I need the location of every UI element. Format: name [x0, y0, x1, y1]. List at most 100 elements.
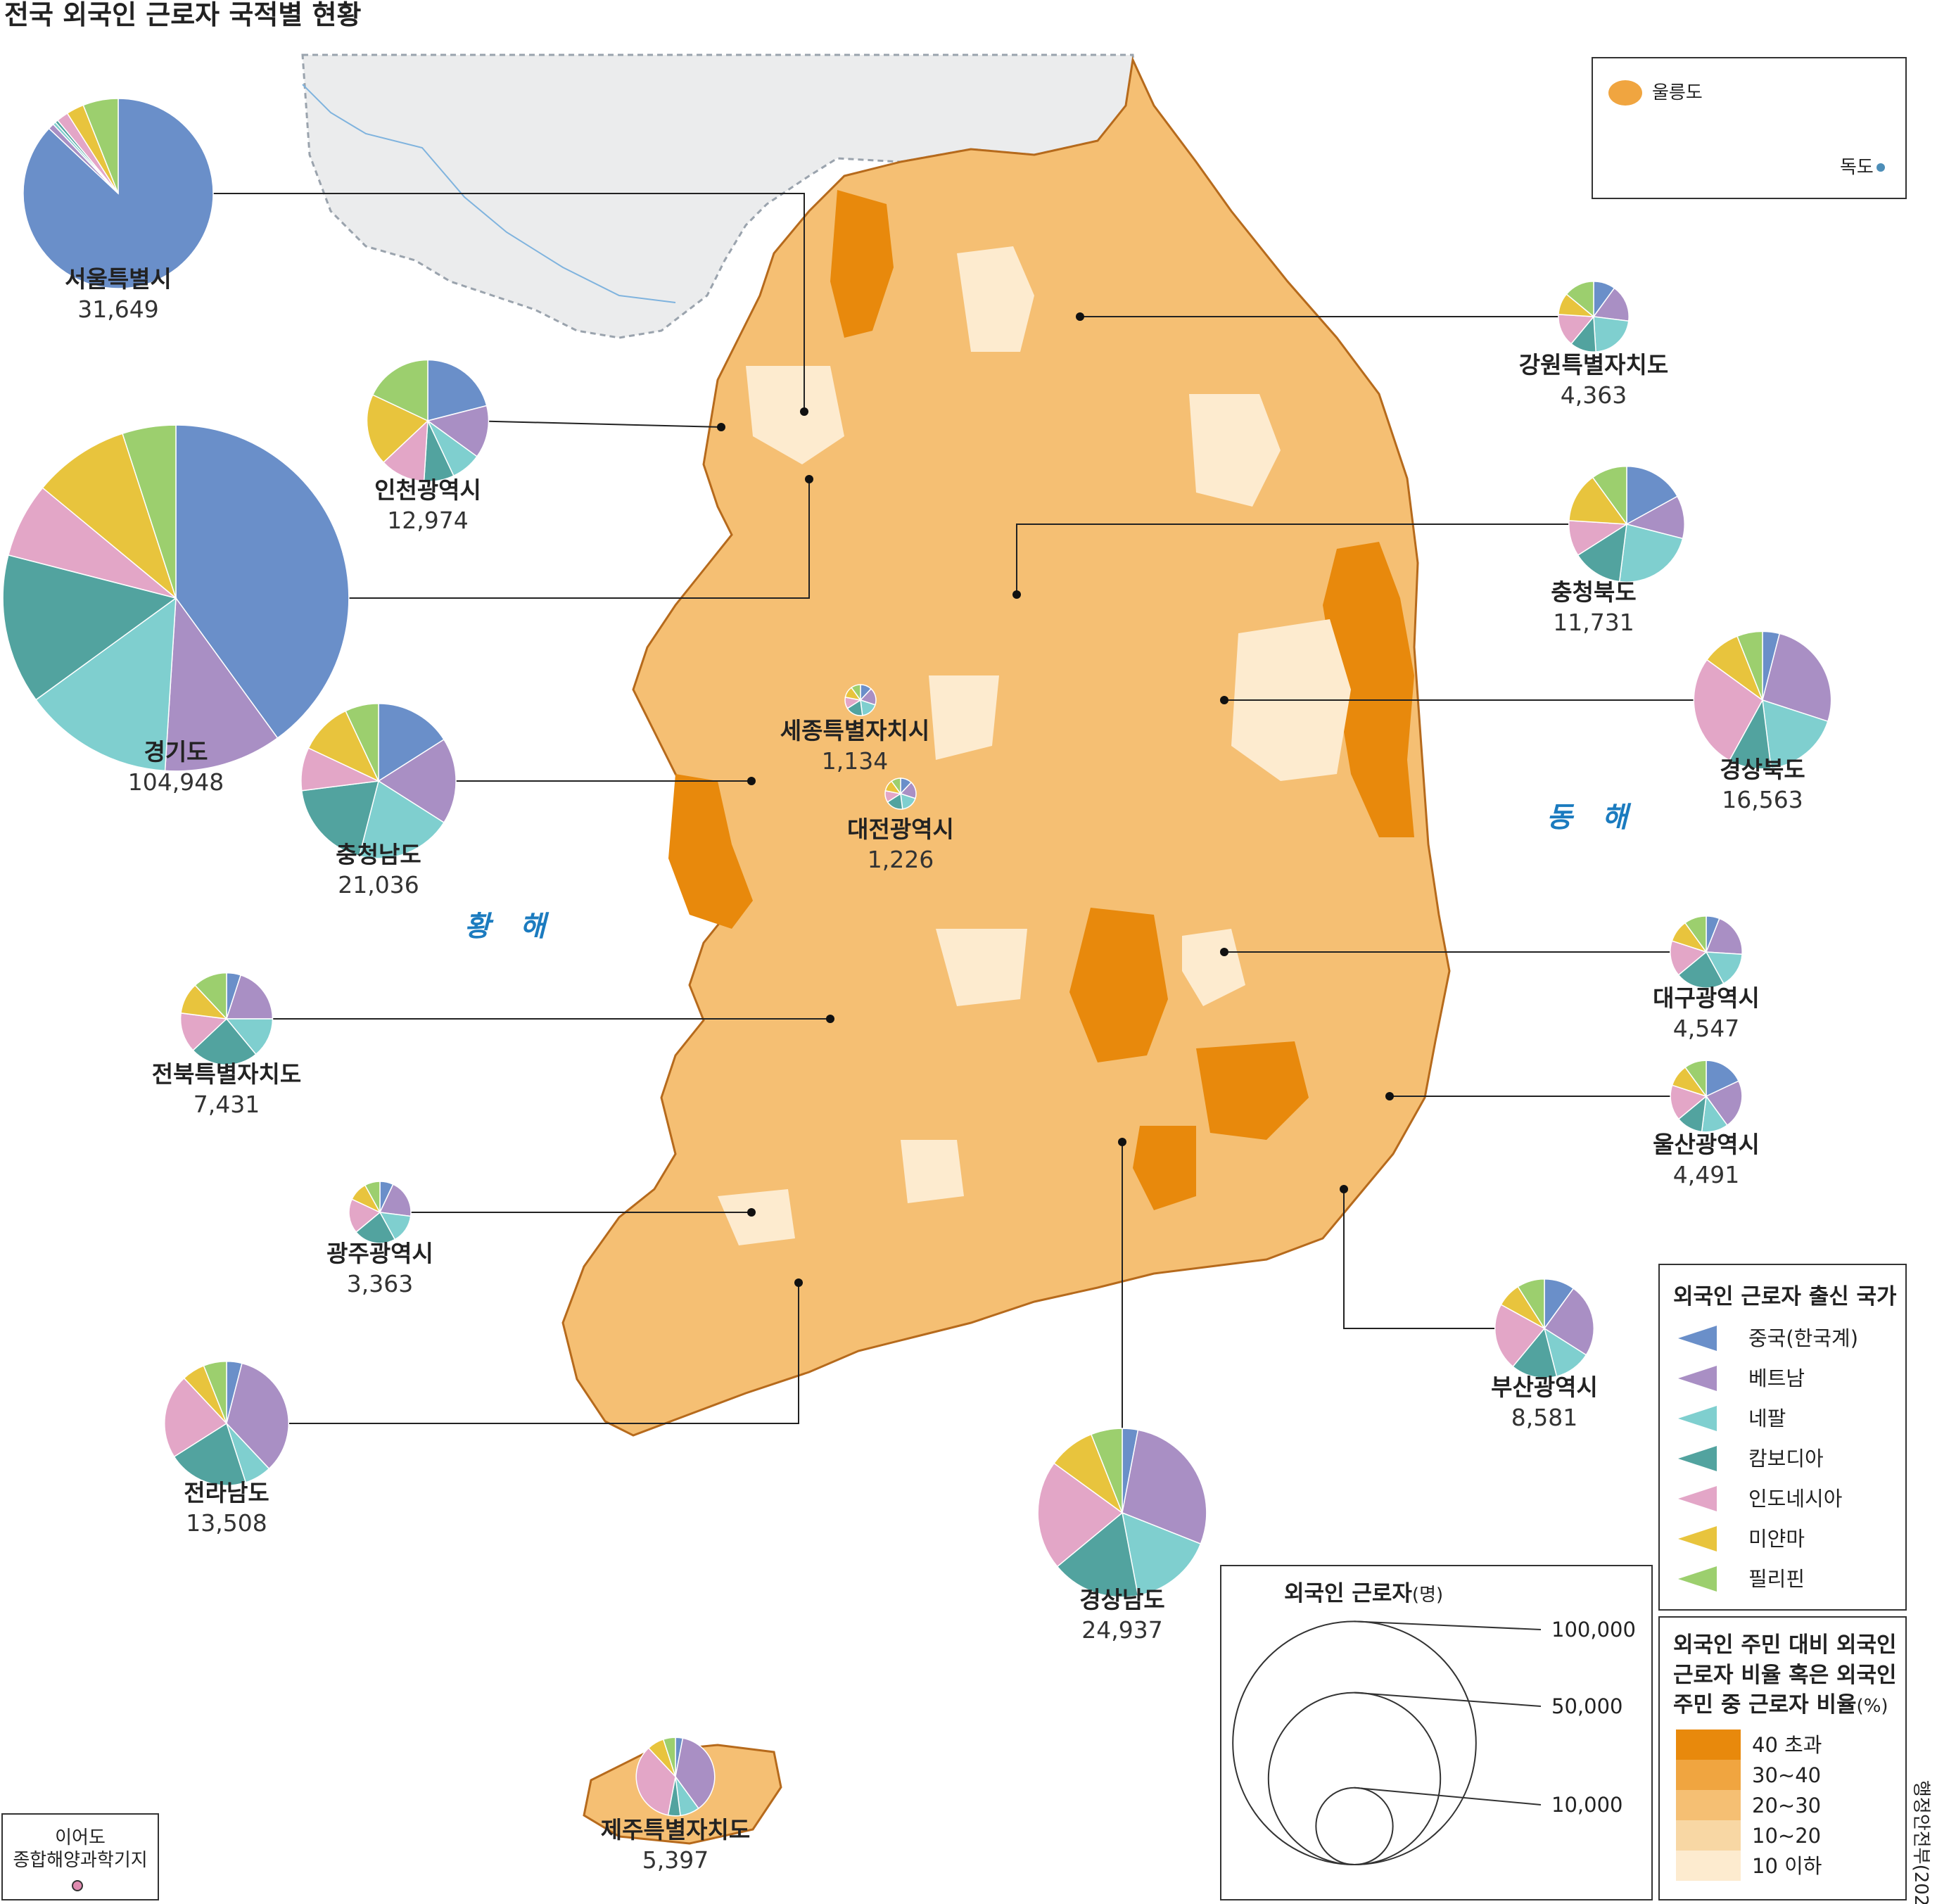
region-name: 경상북도	[1720, 756, 1805, 783]
ulleungdo-label: 울릉도	[1652, 82, 1703, 103]
ratio-patch-east-coast-gt40	[1323, 542, 1414, 837]
region-value: 3,363	[347, 1270, 413, 1297]
leader-dot	[826, 1015, 834, 1023]
ratio-patch-north-gt40	[830, 190, 894, 338]
nationality-label: 인도네시아	[1748, 1487, 1842, 1511]
pie-slice	[1706, 1060, 1740, 1098]
leader-dot	[1220, 696, 1228, 704]
pie-slice	[300, 780, 380, 857]
pie-slice	[382, 419, 428, 483]
pie-slice	[122, 424, 177, 599]
region-name: 경기도	[144, 738, 208, 766]
leader-dot	[747, 1208, 756, 1217]
ratio-label: 20~30	[1752, 1794, 1821, 1817]
pie-slice	[345, 703, 379, 782]
leader-dot	[1076, 312, 1084, 321]
region-value: 5,397	[642, 1846, 709, 1874]
ratio-patch-daegu-le10	[1182, 929, 1245, 1006]
pie-slice	[164, 1377, 228, 1458]
nationality-label: 미얀마	[1748, 1527, 1805, 1551]
pie-slice	[194, 972, 227, 1020]
pie-slice	[1090, 1428, 1123, 1513]
pie-slice	[1762, 699, 1829, 769]
region-value: 104,948	[128, 768, 224, 796]
nationality-label: 베트남	[1748, 1366, 1805, 1390]
leader-dot	[1385, 1092, 1394, 1100]
ratio-patch-seoul-le10	[746, 366, 844, 464]
region-value: 1,226	[868, 846, 934, 873]
pie-slice	[1593, 316, 1630, 353]
region-name: 충청남도	[336, 841, 421, 868]
pie-slice	[1517, 1278, 1545, 1331]
region-value: 16,563	[1722, 786, 1803, 813]
ratio-patch-jeonbuk-le10	[936, 929, 1027, 1006]
nationality-swatch	[1678, 1326, 1717, 1351]
pie-slice	[366, 394, 429, 464]
region-value: 31,649	[77, 296, 158, 323]
nationality-swatch	[1678, 1486, 1717, 1511]
pie-charts	[2, 98, 1832, 1817]
ratio-swatch	[1676, 1820, 1741, 1851]
nationality-label: 필리핀	[1748, 1567, 1805, 1591]
ieodo-label-2: 종합해양과학기지	[13, 1850, 147, 1871]
nationality-label: 중국(한국계)	[1748, 1326, 1858, 1350]
pie-11	[1568, 466, 1685, 583]
region-name: 제주특별자치도	[601, 1816, 751, 1843]
region-value: 8,581	[1511, 1404, 1577, 1431]
size-legend-leader	[1354, 1786, 1542, 1805]
leader-dot	[747, 777, 756, 785]
leader-dot	[1118, 1138, 1126, 1146]
pie-slice	[1762, 633, 1832, 723]
pie-9	[884, 778, 917, 810]
ratio-patch-gangwon-le10-2	[1189, 394, 1281, 507]
pie-slice	[426, 405, 490, 457]
region-value: 21,036	[338, 871, 419, 899]
pie-slice	[1056, 1511, 1139, 1598]
pie-8	[844, 684, 877, 716]
pie-slice	[226, 1362, 289, 1470]
region-name: 대구광역시	[1653, 984, 1760, 1012]
ratio-legend-title-3-text: 주민 중 근로자 비율	[1673, 1692, 1857, 1718]
region-value: 13,508	[186, 1509, 267, 1537]
leader-dot	[800, 407, 808, 416]
size-legend-leader	[1354, 1620, 1542, 1630]
pie-slice	[662, 1737, 676, 1777]
pie-slice	[1625, 495, 1685, 540]
leader-line	[296, 479, 810, 599]
size-legend-value: 10,000	[1551, 1793, 1622, 1817]
dokdo-label: 독도	[1840, 157, 1874, 178]
region-value: 7,431	[193, 1091, 260, 1118]
pie-slice	[307, 710, 380, 782]
leader-dot	[717, 423, 725, 431]
pie-slice	[1122, 1429, 1207, 1545]
ieodo-marker	[72, 1880, 83, 1891]
pie-3	[300, 703, 457, 859]
ratio-legend-items: 40 초과 30~40 20~30 10~20 10 이하	[1676, 1730, 1822, 1881]
size-legend-circles: 100,000 50,000 10,000	[1232, 1618, 1636, 1866]
pie-slice	[173, 1422, 247, 1486]
ratio-legend-unit: (%)	[1857, 1696, 1888, 1717]
ratio-swatch	[1676, 1851, 1741, 1881]
ratio-patch-chungbuk-le10	[929, 675, 999, 760]
nk-coast	[302, 84, 676, 303]
pie-slice	[179, 1012, 228, 1051]
pie-slice	[377, 738, 457, 824]
ratio-patch-chungnam-gt40	[668, 774, 753, 929]
pie-7	[635, 1737, 716, 1817]
pie-slice	[2, 554, 177, 701]
pie-slice	[35, 597, 177, 772]
pie-slice	[164, 596, 279, 772]
source-label: 행정안전부(2023)	[1910, 1780, 1931, 1904]
pie-slice	[1684, 915, 1707, 954]
sea-label-east: 동 해	[1547, 801, 1638, 834]
pie-slice	[1705, 918, 1743, 956]
pie-slice	[364, 1181, 381, 1213]
region-value: 4,491	[1673, 1161, 1739, 1188]
leader-dot	[1220, 948, 1228, 956]
region-name: 부산광역시	[1491, 1373, 1598, 1401]
pie-slice	[1566, 281, 1594, 318]
leader-line	[186, 193, 805, 412]
pie-slice	[203, 1361, 227, 1424]
ratio-patch-gwangju-le10	[718, 1189, 795, 1245]
